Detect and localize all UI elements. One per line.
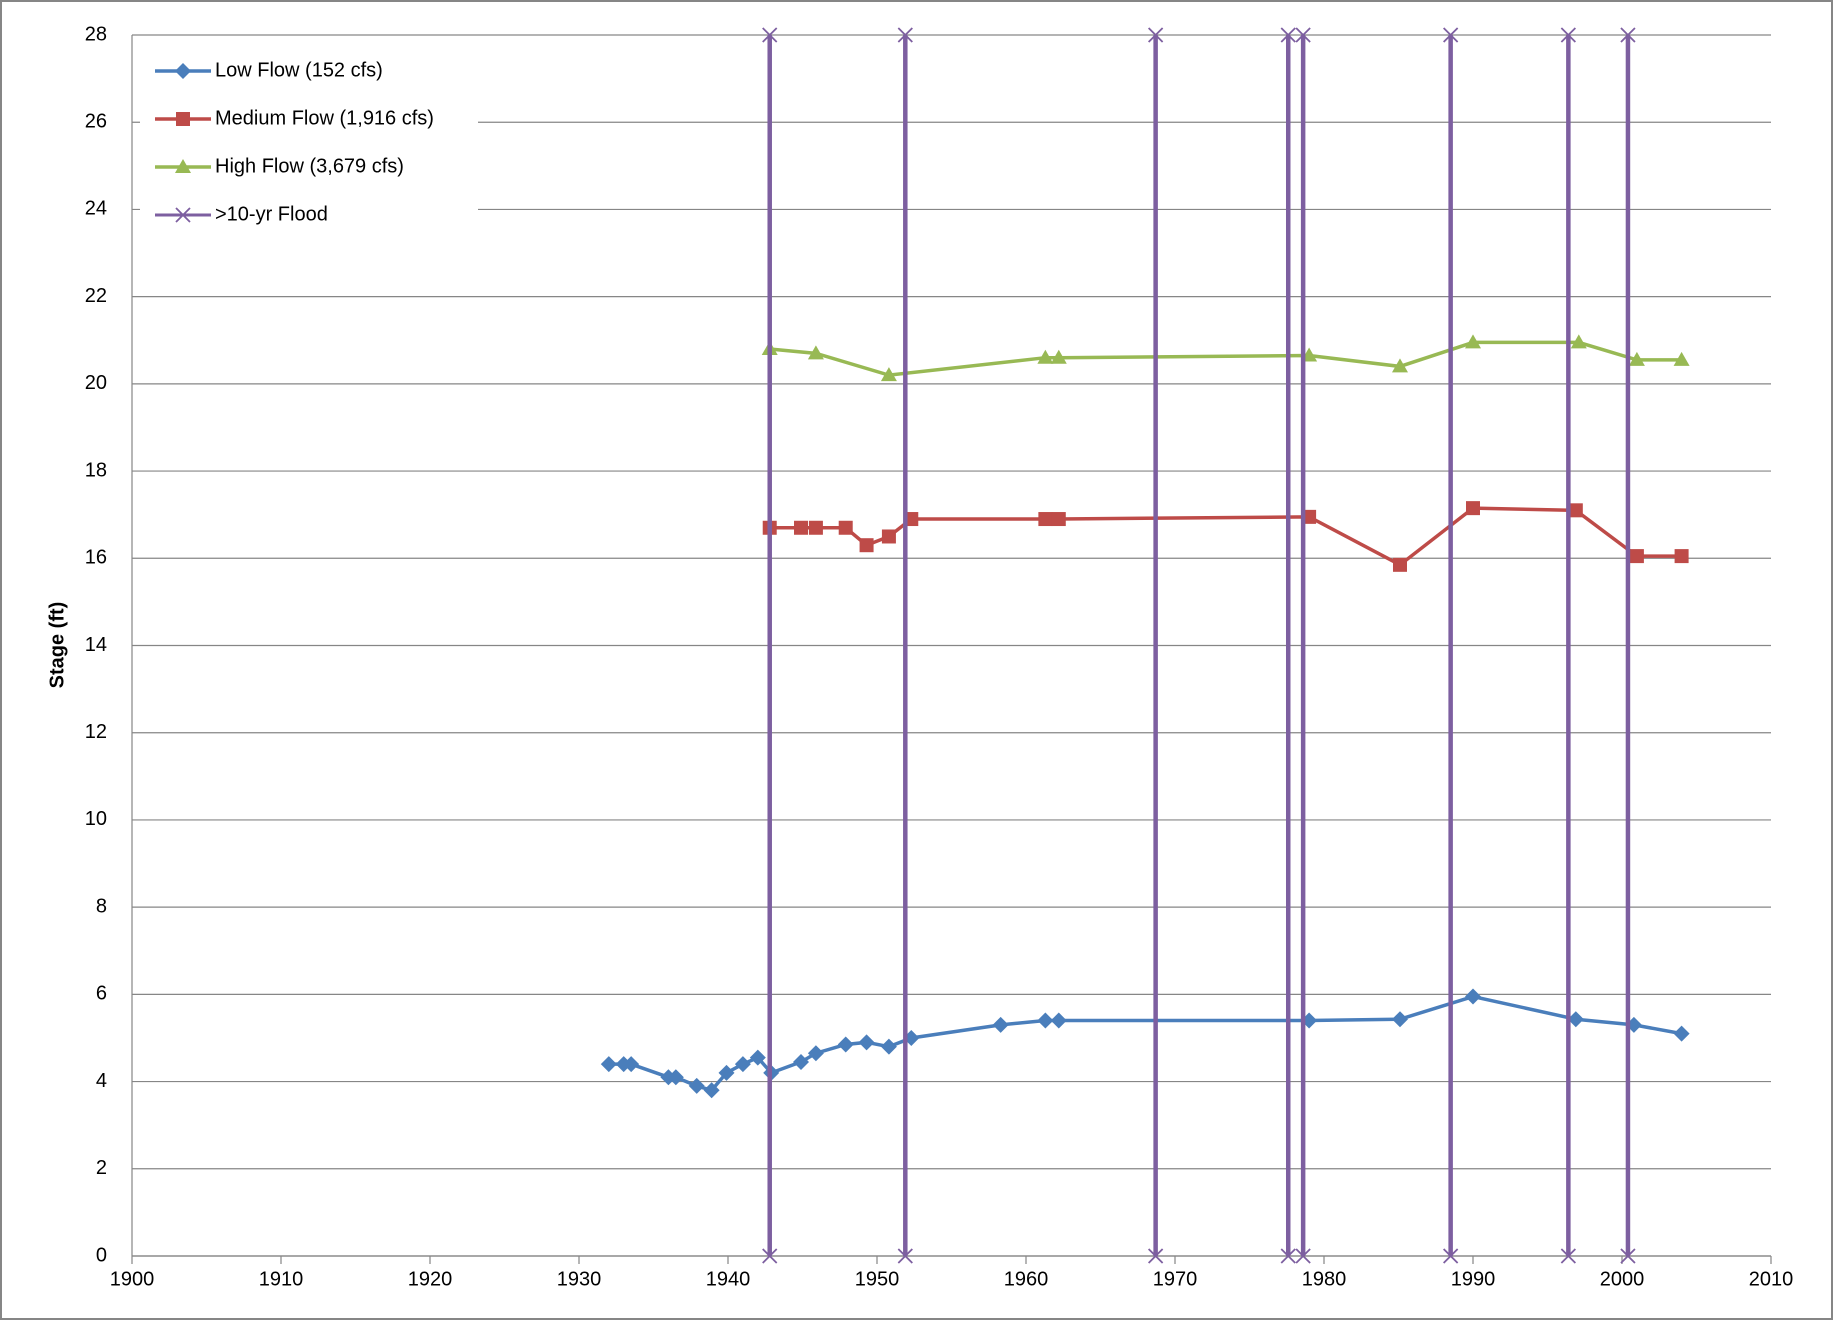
marker bbox=[897, 1248, 913, 1264]
marker bbox=[1673, 1025, 1690, 1042]
marker bbox=[1050, 349, 1067, 364]
marker bbox=[1147, 1248, 1164, 1264]
marker bbox=[838, 520, 853, 535]
marker bbox=[1295, 27, 1311, 43]
marker bbox=[1050, 1012, 1067, 1029]
x-tick-label: 1900 bbox=[110, 1268, 155, 1290]
x-tick-label: 1910 bbox=[259, 1268, 304, 1290]
marker bbox=[688, 1077, 705, 1094]
marker bbox=[1302, 509, 1317, 524]
x-tick-label: 1930 bbox=[557, 1268, 602, 1290]
marker bbox=[1620, 27, 1636, 43]
marker bbox=[1147, 27, 1164, 43]
y-tick-label: 28 bbox=[85, 23, 107, 45]
x-tick-label: 1950 bbox=[855, 1268, 900, 1290]
marker bbox=[793, 1053, 810, 1070]
marker bbox=[1560, 27, 1576, 43]
x-tick-label: 1980 bbox=[1302, 1268, 1347, 1290]
y-tick-label: 16 bbox=[85, 547, 107, 569]
marker bbox=[176, 112, 190, 126]
marker bbox=[1567, 1011, 1584, 1028]
y-tick-label: 8 bbox=[96, 895, 107, 917]
marker bbox=[1560, 1248, 1576, 1264]
y-tick-label: 10 bbox=[85, 808, 107, 830]
marker bbox=[858, 1034, 875, 1051]
marker bbox=[1568, 503, 1583, 518]
y-tick-label: 22 bbox=[85, 285, 107, 307]
x-tick-label: 2010 bbox=[1749, 1268, 1794, 1290]
marker bbox=[1392, 557, 1407, 572]
marker bbox=[1391, 1011, 1408, 1028]
marker bbox=[1037, 349, 1054, 364]
marker bbox=[1295, 1248, 1311, 1264]
marker bbox=[859, 538, 874, 553]
y-axis-label: Stage (ft) bbox=[46, 602, 68, 689]
y-tick-label: 18 bbox=[85, 459, 107, 481]
marker bbox=[794, 520, 809, 535]
marker bbox=[881, 529, 896, 544]
marker bbox=[1466, 501, 1480, 516]
y-tick-label: 4 bbox=[96, 1070, 107, 1092]
y-tick-label: 0 bbox=[96, 1244, 107, 1266]
marker bbox=[1280, 1248, 1296, 1264]
legend-label: Low Flow (152 cfs) bbox=[215, 59, 383, 81]
marker bbox=[1280, 27, 1296, 43]
y-tick-label: 26 bbox=[85, 110, 107, 132]
y-tick-label: 14 bbox=[85, 634, 107, 656]
marker bbox=[600, 1056, 617, 1073]
marker bbox=[1674, 549, 1689, 564]
legend-label: Medium Flow (1,916 cfs) bbox=[215, 107, 434, 129]
marker bbox=[1443, 1248, 1459, 1264]
legend-label: >10-yr Flood bbox=[215, 203, 328, 225]
marker bbox=[807, 1045, 824, 1062]
y-tick-label: 20 bbox=[85, 372, 107, 394]
marker bbox=[175, 159, 191, 173]
y-tick-label: 12 bbox=[85, 721, 107, 743]
marker bbox=[807, 345, 824, 360]
y-tick-label: 2 bbox=[96, 1157, 107, 1179]
marker bbox=[904, 512, 919, 527]
marker bbox=[749, 1049, 766, 1066]
y-tick-label: 6 bbox=[96, 983, 107, 1005]
legend-label: High Flow (3,679 cfs) bbox=[215, 155, 404, 177]
marker bbox=[897, 27, 913, 43]
x-tick-label: 1940 bbox=[706, 1268, 751, 1290]
marker bbox=[1629, 549, 1644, 564]
x-tick-label: 1920 bbox=[408, 1268, 453, 1290]
marker bbox=[623, 1056, 640, 1073]
legend-box bbox=[140, 43, 478, 238]
marker bbox=[762, 1248, 778, 1264]
y-tick-label: 24 bbox=[85, 198, 107, 220]
marker bbox=[837, 1036, 854, 1053]
marker bbox=[1465, 988, 1481, 1005]
marker bbox=[1620, 1248, 1636, 1264]
series-line bbox=[767, 35, 1631, 1256]
marker bbox=[1443, 27, 1459, 43]
marker bbox=[992, 1016, 1009, 1033]
marker bbox=[703, 1082, 720, 1099]
marker bbox=[667, 1069, 684, 1086]
x-tick-label: 1970 bbox=[1153, 1268, 1198, 1290]
marker bbox=[1570, 334, 1587, 349]
marker bbox=[1051, 512, 1066, 527]
marker bbox=[808, 520, 823, 535]
x-tick-label: 2000 bbox=[1600, 1268, 1645, 1290]
marker bbox=[1038, 512, 1053, 527]
marker bbox=[1628, 351, 1645, 366]
marker bbox=[1037, 1012, 1054, 1029]
marker bbox=[762, 27, 778, 43]
legend: Low Flow (152 cfs) Medium Flow (1,916 cfs… bbox=[140, 43, 478, 238]
x-tick-label: 1960 bbox=[1004, 1268, 1049, 1290]
marker bbox=[880, 1038, 897, 1055]
marker bbox=[718, 1064, 735, 1081]
marker bbox=[1465, 334, 1481, 349]
x-tick-label: 1990 bbox=[1451, 1268, 1496, 1290]
marker bbox=[175, 207, 191, 223]
marker bbox=[175, 63, 191, 79]
marker bbox=[1391, 358, 1408, 373]
marker bbox=[880, 367, 897, 382]
marker bbox=[1673, 351, 1690, 366]
marker bbox=[734, 1056, 751, 1073]
